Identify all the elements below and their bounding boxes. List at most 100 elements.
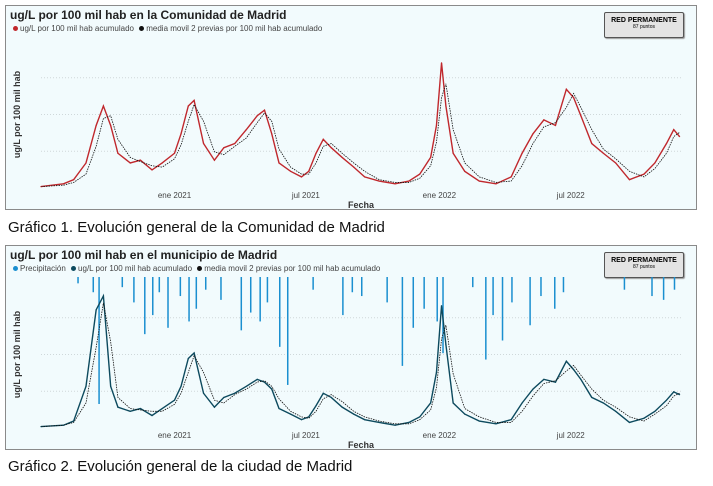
data-point — [678, 394, 681, 396]
chart-svg: ene 2021 jul 2021 ene 2022 jul 2022 Fecha ug/… — [12, 277, 681, 449]
data-point — [573, 369, 575, 371]
data-point — [213, 159, 216, 161]
data-point — [419, 416, 421, 418]
precip-bar — [511, 277, 513, 303]
data-point — [394, 424, 396, 426]
data-point — [665, 399, 668, 401]
legend-item[interactable]: ug/L por 100 mil hab acumulado — [78, 264, 193, 273]
precip-bar — [167, 277, 169, 328]
chart-legend: Precipitación ug/L por 100 mil hab acumu… — [10, 264, 380, 273]
x-tick-label: ene 2022 — [423, 191, 457, 200]
x-tick-label: ene 2021 — [158, 191, 192, 200]
precip-bar — [529, 277, 531, 326]
data-point — [278, 407, 280, 410]
data-point — [435, 124, 438, 127]
precip-bar — [144, 277, 146, 335]
data-point — [180, 133, 182, 135]
legend-dot-icon — [13, 266, 18, 272]
chart-title: ug/L por 100 mil hab en la Comunidad de … — [10, 8, 287, 22]
data-point — [315, 152, 317, 154]
precip-bar — [158, 277, 161, 293]
data-point — [452, 152, 454, 154]
data-point — [430, 156, 432, 159]
data-point — [408, 421, 410, 424]
x-axis-label: Fecha — [348, 200, 375, 209]
precip-bar — [472, 277, 474, 288]
data-point — [341, 406, 343, 408]
legend-dot-icon — [13, 26, 18, 32]
series-line-media-movil — [40, 302, 680, 428]
data-point — [308, 170, 310, 172]
data-point — [223, 396, 225, 399]
data-point — [187, 357, 189, 360]
data-point — [628, 421, 631, 424]
data-point — [615, 162, 617, 164]
data-point — [95, 124, 97, 127]
red-permanente-badge[interactable]: RED PERMANENTE 87 puntos — [604, 252, 684, 278]
legend-dot-icon — [71, 266, 77, 272]
legend-item[interactable]: Precipitación — [20, 264, 66, 273]
precip-bar — [121, 277, 124, 288]
legend-item[interactable]: ug/L por 100 mil hab acumulado — [20, 24, 134, 33]
data-point — [643, 417, 645, 419]
data-point — [263, 381, 266, 383]
data-point — [300, 176, 303, 178]
precip-bar — [342, 277, 344, 316]
legend-item[interactable]: media movil 2 previas por 100 mil hab ac… — [146, 24, 323, 33]
data-point — [341, 156, 343, 159]
x-tick-label: ene 2022 — [423, 431, 457, 440]
data-point — [495, 183, 497, 185]
data-point — [187, 105, 189, 107]
data-point — [290, 413, 292, 415]
data-point — [580, 115, 582, 117]
legend-dot-icon — [197, 266, 203, 272]
data-point — [394, 183, 396, 185]
data-point — [117, 406, 119, 408]
precip-bar — [204, 277, 207, 290]
x-tick-label: jul 2021 — [291, 191, 321, 200]
precip-bar — [386, 277, 388, 303]
chart-panel-municipio: ug/L por 100 mil hab en el municipio de … — [5, 245, 697, 450]
precip-bar — [501, 277, 504, 341]
y-axis-label: ug/L por 100 mil hab — [12, 70, 22, 158]
data-point — [330, 147, 332, 149]
precip-bar — [361, 277, 363, 297]
legend-dot-icon — [139, 26, 145, 32]
chart-svg: ene 2021 jul 2021 ene 2022 jul 2022 Fecha ug/… — [12, 62, 681, 209]
data-point — [678, 135, 681, 138]
red-permanente-badge[interactable]: RED PERMANENTE 87 puntos — [604, 12, 684, 38]
series-line-acumulado — [40, 62, 681, 188]
data-point — [378, 421, 380, 424]
data-point — [654, 162, 656, 164]
data-point — [665, 142, 668, 145]
badge-title: RED PERMANENTE — [611, 17, 677, 24]
data-point — [110, 124, 112, 127]
data-point — [364, 419, 366, 421]
data-point — [151, 414, 153, 417]
data-point — [445, 344, 447, 346]
precip-bar — [152, 277, 154, 316]
data-point — [315, 405, 317, 407]
data-point — [278, 162, 280, 164]
data-point — [419, 173, 421, 175]
precip-bar — [554, 277, 556, 309]
precip-bar — [312, 277, 314, 290]
precip-bar — [188, 277, 190, 322]
x-tick-label: jul 2022 — [556, 191, 586, 200]
data-point — [510, 176, 512, 178]
data-point — [95, 309, 97, 311]
data-point — [139, 159, 142, 161]
precip-bar — [220, 277, 222, 300]
precip-bar — [279, 277, 281, 347]
precip-bar — [436, 277, 438, 322]
legend-item[interactable]: media movil 2 previas por 100 mil hab ac… — [204, 264, 381, 273]
data-point — [591, 396, 593, 399]
data-point — [440, 62, 443, 64]
data-point — [110, 385, 112, 387]
data-point — [565, 360, 567, 362]
caption-1: Gráfico 1. Evolución general de la Comun… — [8, 219, 385, 236]
data-point — [602, 152, 604, 154]
data-point — [554, 381, 557, 383]
precip-bar — [179, 277, 182, 297]
data-point — [129, 410, 131, 412]
